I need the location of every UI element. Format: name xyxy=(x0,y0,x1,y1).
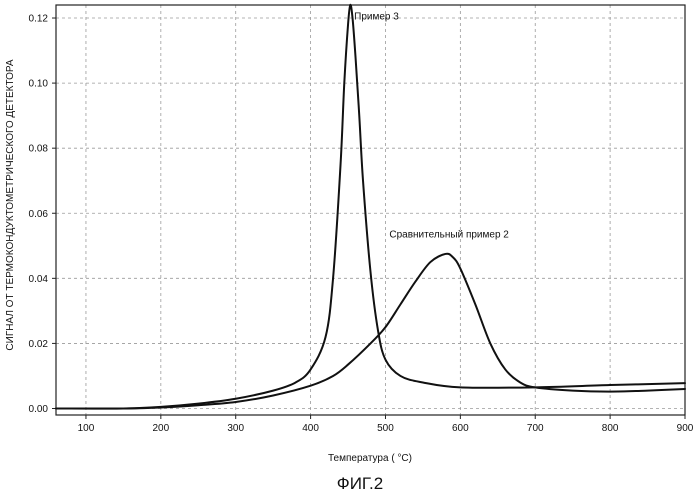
x-tick-label: 700 xyxy=(527,423,544,434)
x-tick-label: 600 xyxy=(452,423,469,434)
series-line-1 xyxy=(56,5,685,409)
x-tick-label: 900 xyxy=(677,423,694,434)
x-tick-label: 500 xyxy=(377,423,394,434)
y-axis-label: СИГНАЛ ОТ ТЕРМОКОНДУКТОМЕТРИЧЕСКОГО ДЕТЕ… xyxy=(5,59,16,351)
x-tick-label: 400 xyxy=(302,423,319,434)
x-axis-ticks: 100 200 300 400 500 600 700 800 900 xyxy=(78,415,694,434)
series-annotation-2: Сравнительный пример 2 xyxy=(389,230,509,241)
plot-frame xyxy=(56,5,685,415)
y-axis-ticks: 0.00 0.02 0.04 0.06 0.08 0.10 0.12 xyxy=(29,14,56,415)
x-axis-label: Температура ( °C) xyxy=(328,453,412,464)
series-annotation-1: Пример 3 xyxy=(354,12,399,23)
y-tick-label: 0.06 xyxy=(29,209,49,220)
y-tick-label: 0.10 xyxy=(29,79,49,90)
y-tick-label: 0.08 xyxy=(29,144,49,155)
y-tick-label: 0.00 xyxy=(29,404,49,415)
x-tick-label: 300 xyxy=(227,423,244,434)
y-tick-label: 0.12 xyxy=(29,14,49,25)
y-tick-label: 0.02 xyxy=(29,339,49,350)
y-tick-label: 0.04 xyxy=(29,274,49,285)
series-lines xyxy=(56,5,685,409)
grid-lines xyxy=(56,5,685,415)
x-tick-label: 200 xyxy=(152,423,169,434)
x-tick-label: 100 xyxy=(78,423,95,434)
x-tick-label: 800 xyxy=(602,423,619,434)
annotations: Пример 3 Сравнительный пример 2 xyxy=(354,12,509,241)
figure-caption: ФИГ.2 xyxy=(337,474,383,493)
